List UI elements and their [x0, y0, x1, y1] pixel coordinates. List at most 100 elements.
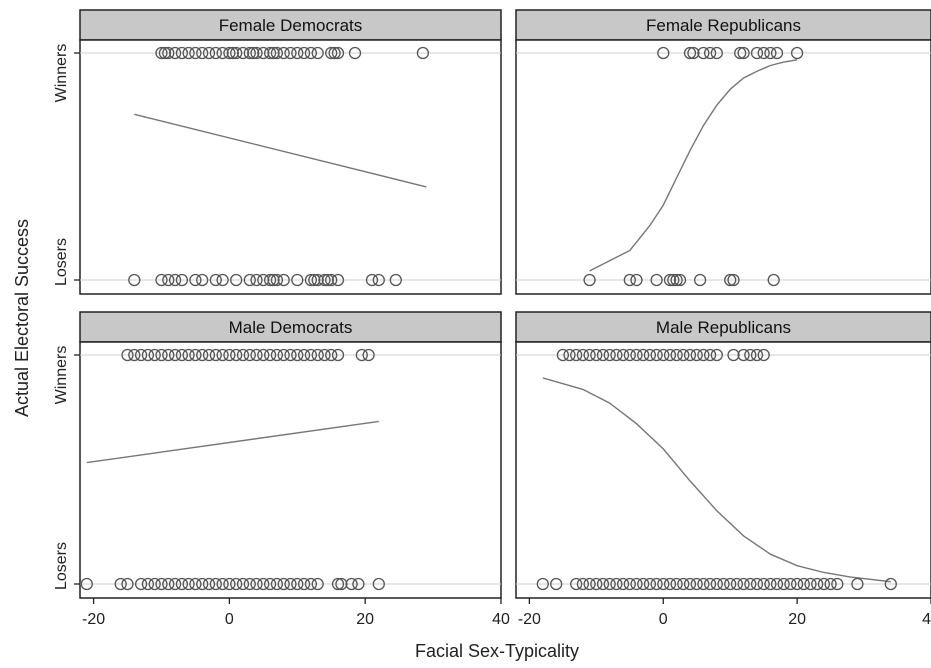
- loser-point: [331, 577, 345, 591]
- loser-point: [663, 273, 677, 287]
- x-tick-label: 20: [788, 611, 806, 628]
- winner-point: [576, 348, 590, 362]
- winner-point: [734, 46, 747, 60]
- winner-point: [630, 348, 643, 362]
- loser-point: [570, 577, 583, 591]
- loser-point: [182, 577, 195, 591]
- loser-point: [250, 577, 263, 591]
- y-tick-label: Losers: [53, 542, 70, 590]
- winner-point: [643, 348, 657, 362]
- loser-point: [202, 577, 216, 591]
- winner-point: [291, 46, 304, 60]
- loser-point: [365, 273, 379, 287]
- loser-point: [352, 577, 365, 591]
- winner-point: [158, 46, 172, 60]
- y-tick-label: Losers: [53, 238, 70, 286]
- winner-point: [737, 348, 750, 362]
- winner-point: [637, 348, 650, 362]
- loser-point: [590, 577, 603, 591]
- loser-point: [724, 577, 737, 591]
- loser-point: [189, 577, 202, 591]
- winner-point: [596, 348, 610, 362]
- loser-point: [277, 273, 290, 287]
- loser-point: [683, 577, 697, 591]
- winner-point: [175, 46, 189, 60]
- winner-point: [657, 348, 670, 362]
- loser-point: [770, 577, 784, 591]
- loser-point: [223, 577, 236, 591]
- x-tick-label: -20: [518, 611, 541, 628]
- winner-point: [677, 348, 690, 362]
- loser-point: [297, 577, 311, 591]
- loser-point: [744, 577, 757, 591]
- winner-point: [304, 348, 318, 362]
- loser-point: [155, 273, 168, 287]
- winner-point: [202, 46, 216, 60]
- winner-point: [263, 46, 277, 60]
- winner-point: [603, 348, 616, 362]
- plot-area: [515, 39, 931, 295]
- loser-point: [270, 577, 284, 591]
- loser-point: [121, 577, 134, 591]
- winner-point: [563, 348, 576, 362]
- winner-point: [277, 46, 290, 60]
- loser-point: [325, 273, 338, 287]
- loser-point: [730, 577, 744, 591]
- winner-point: [182, 348, 195, 362]
- loser-point: [263, 577, 277, 591]
- loser-point: [321, 273, 334, 287]
- loser-point: [168, 273, 182, 287]
- loser-point: [155, 577, 168, 591]
- loser-point: [304, 273, 318, 287]
- winner-point: [710, 348, 723, 362]
- winner-point: [304, 46, 318, 60]
- winner-point: [250, 46, 263, 60]
- loser-point: [616, 577, 630, 591]
- winner-point: [216, 348, 229, 362]
- loser-point: [209, 577, 222, 591]
- loser-point: [637, 577, 650, 591]
- panel-title: Female Democrats: [219, 16, 363, 35]
- fit-line: [542, 377, 891, 583]
- winner-point: [744, 348, 757, 362]
- winner-point: [168, 348, 182, 362]
- winner-point: [196, 46, 209, 60]
- loser-point: [677, 577, 690, 591]
- loser-point: [623, 273, 636, 287]
- winner-point: [247, 46, 260, 60]
- loser-point: [372, 577, 385, 591]
- loser-point: [216, 577, 229, 591]
- loser-point: [757, 577, 770, 591]
- winner-point: [236, 348, 250, 362]
- loser-point: [209, 273, 222, 287]
- loser-point: [162, 577, 175, 591]
- loser-point: [230, 577, 243, 591]
- loser-point: [697, 577, 710, 591]
- loser-point: [270, 273, 284, 287]
- loser-point: [673, 273, 687, 287]
- winner-point: [663, 348, 677, 362]
- winner-point: [243, 348, 256, 362]
- x-tick-label: 40: [922, 611, 931, 628]
- loser-point: [114, 577, 127, 591]
- loser-point: [236, 577, 250, 591]
- loser-point: [610, 577, 623, 591]
- winner-point: [226, 46, 239, 60]
- x-tick-label: 20: [356, 611, 374, 628]
- winner-point: [355, 348, 368, 362]
- loser-point: [703, 577, 717, 591]
- winner-point: [257, 348, 270, 362]
- loser-point: [175, 273, 189, 287]
- winner-point: [134, 348, 148, 362]
- winner-point: [250, 348, 263, 362]
- loser-point: [148, 577, 161, 591]
- winner-point: [230, 348, 243, 362]
- loser-point: [311, 273, 324, 287]
- x-axis-title: Facial Sex-Typicality: [415, 641, 579, 661]
- winner-point: [583, 348, 596, 362]
- loser-point: [311, 577, 324, 591]
- loser-point: [331, 273, 345, 287]
- winner-point: [616, 348, 630, 362]
- loser-point: [583, 273, 596, 287]
